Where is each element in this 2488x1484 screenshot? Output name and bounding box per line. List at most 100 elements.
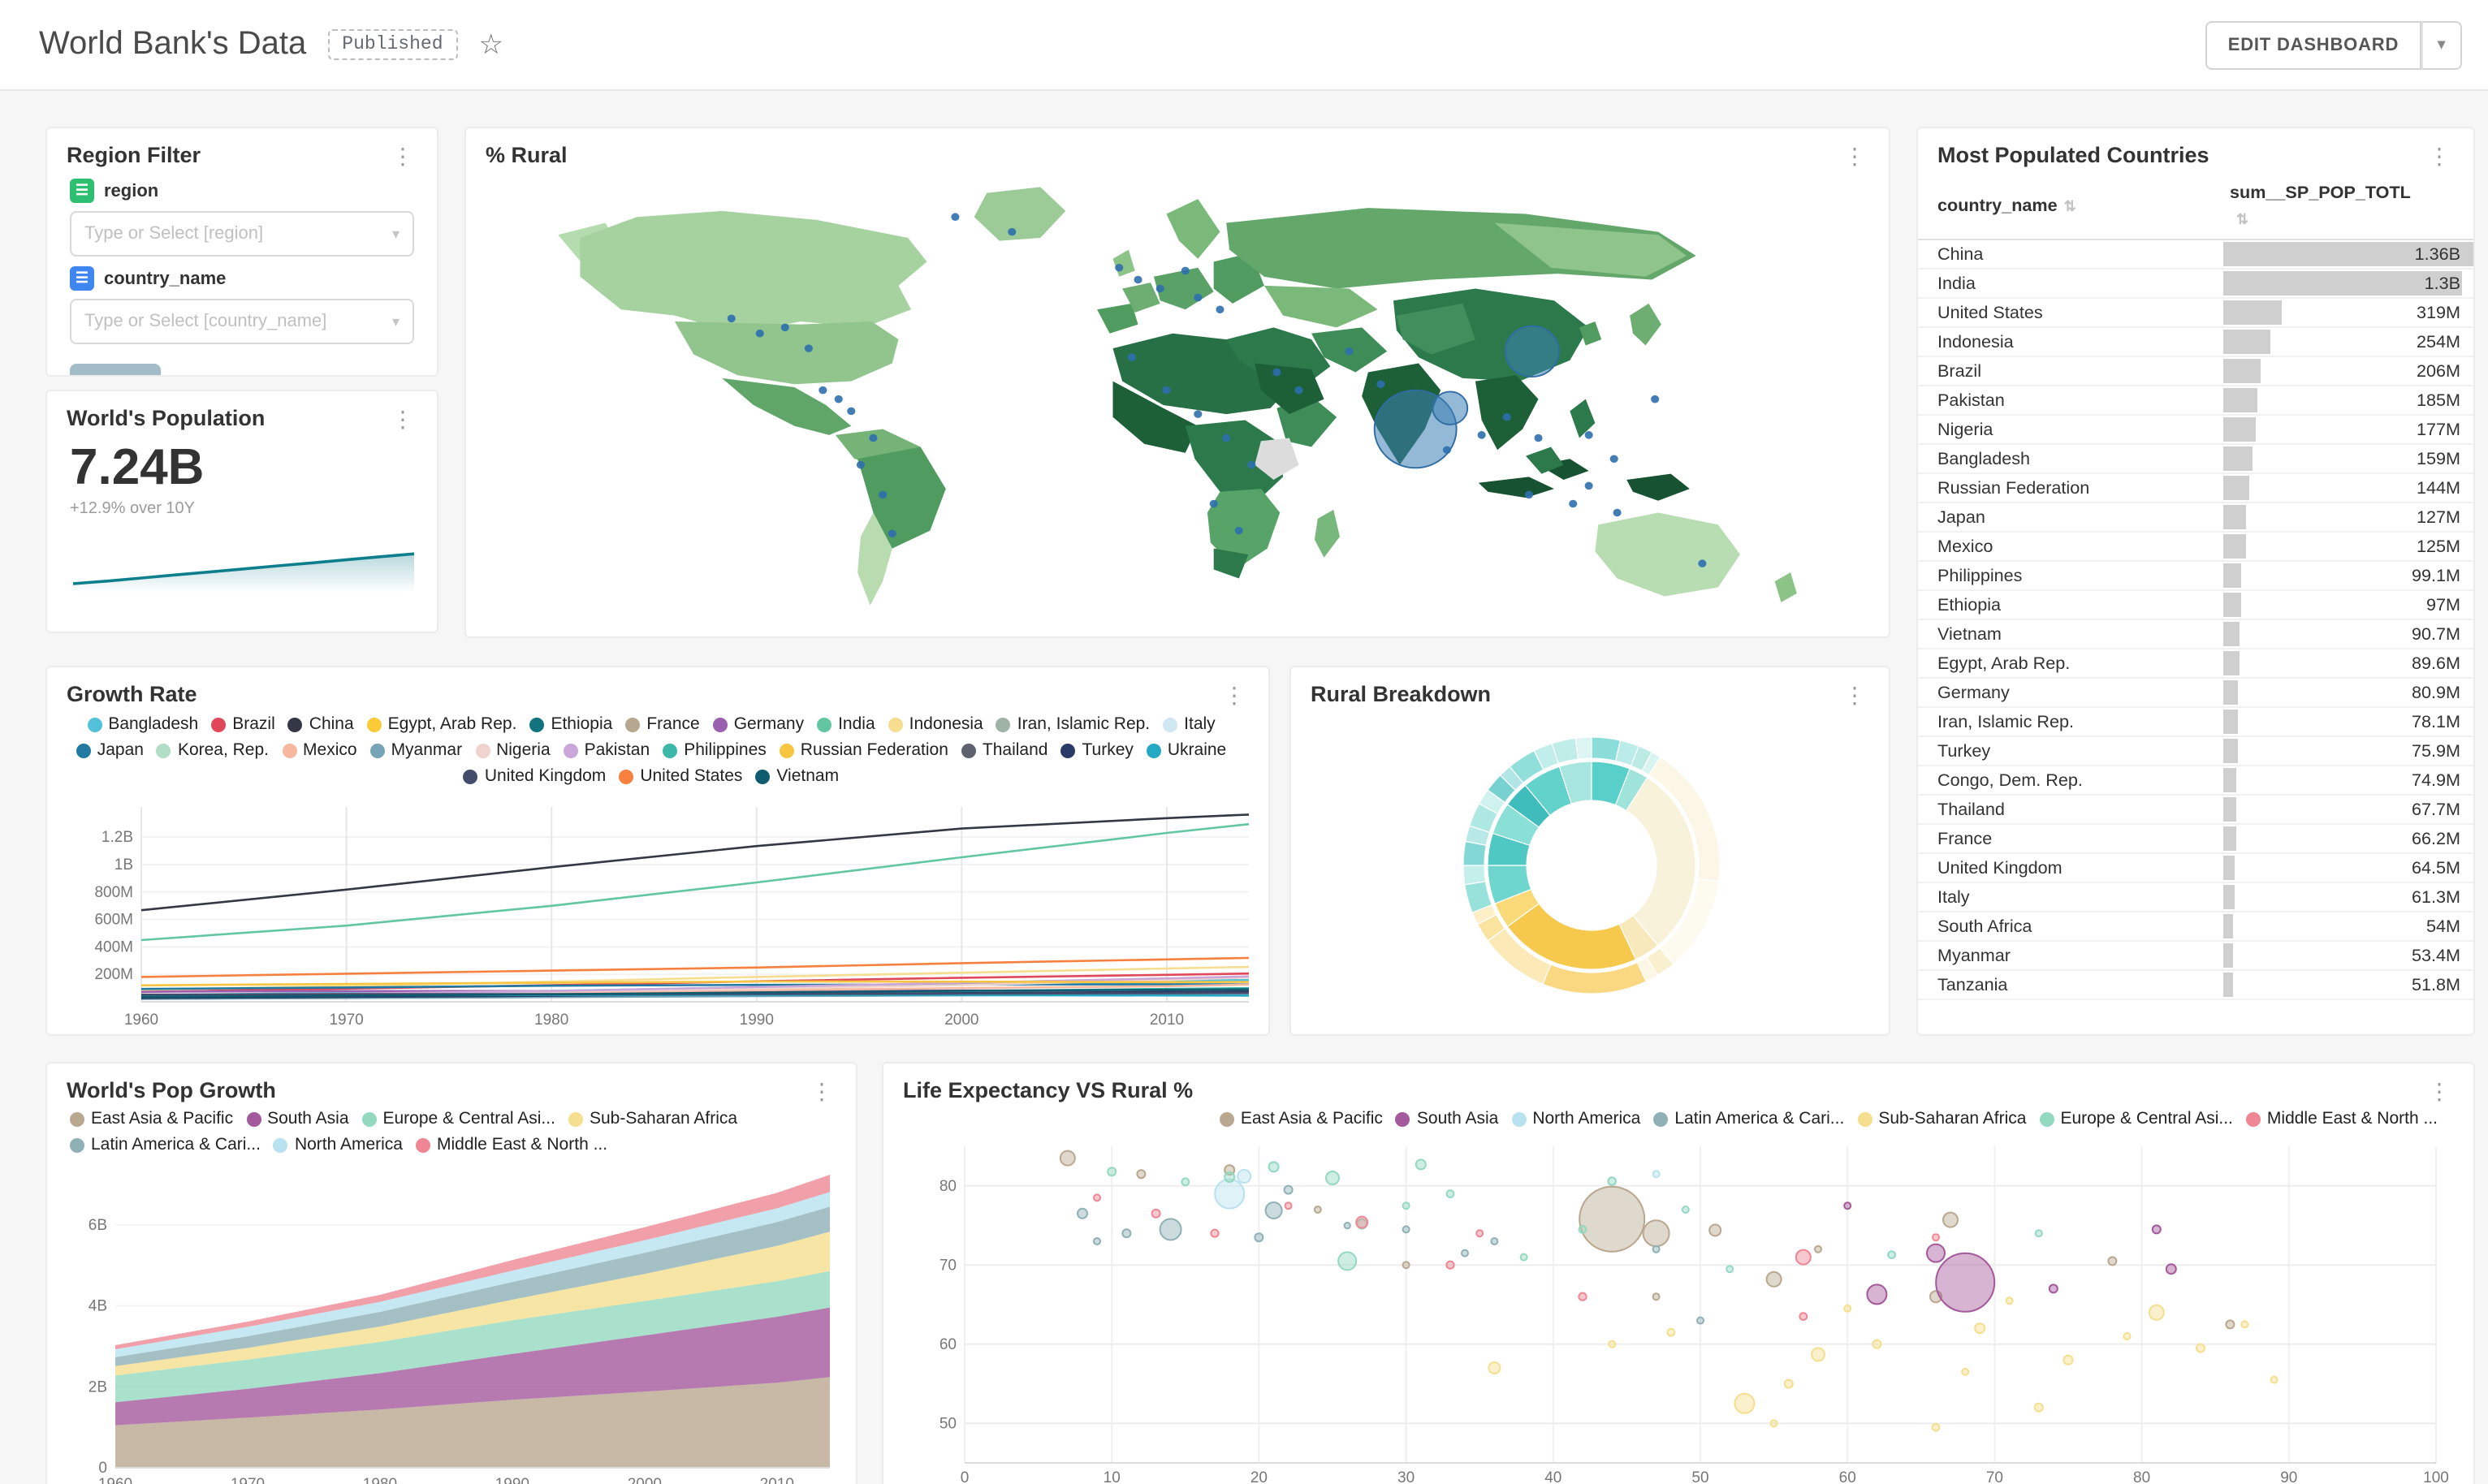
legend-item[interactable]: Indonesia [888,713,983,737]
legend-item[interactable]: Vietnam [755,765,839,789]
kebab-menu-icon[interactable]: ⋮ [391,405,414,431]
table-row[interactable]: Congo, Dem. Rep. 74.9M [1918,766,2473,796]
legend-item[interactable]: Middle East & North ... [2245,1107,2438,1132]
population-sparkline-chart[interactable] [70,534,417,596]
table-row[interactable]: Myanmar 53.4M [1918,941,2473,971]
legend-item[interactable]: Ukraine [1146,739,1226,763]
legend-item[interactable]: Philippines [663,739,767,763]
region-select[interactable]: Type or Select [region] ▾ [70,211,414,257]
legend-dot-icon [2245,1112,2261,1127]
table-row[interactable]: Vietnam 90.7M [1918,619,2473,649]
legend-item[interactable]: South Asia [246,1107,349,1132]
table-row[interactable]: Thailand 67.7M [1918,795,2473,825]
legend-item[interactable]: Korea, Rep. [156,739,269,763]
legend-item[interactable]: Iran, Islamic Rep. [996,713,1150,737]
table-row[interactable]: Egypt, Arab Rep. 89.6M [1918,649,2473,679]
legend-item[interactable]: India [817,713,875,737]
legend-item[interactable]: East Asia & Pacific [1219,1107,1383,1132]
value-bar [2223,943,2233,968]
legend-item[interactable]: Sub-Saharan Africa [568,1107,737,1132]
legend-item[interactable]: Europe & Central Asi... [361,1107,555,1132]
legend-item[interactable]: Myanmar [369,739,462,763]
table-row[interactable]: Philippines 99.1M [1918,561,2473,591]
legend-item[interactable]: China [287,713,354,737]
table-row[interactable]: Turkey 75.9M [1918,736,2473,766]
svg-text:400M: 400M [94,938,133,956]
legend-item[interactable]: Europe & Central Asi... [2039,1107,2233,1132]
legend-item[interactable]: Latin America & Cari... [1653,1107,1844,1132]
legend-item[interactable]: Turkey [1060,739,1134,763]
country-name-cell: Mexico [1918,532,2223,562]
kebab-menu-icon[interactable]: ⋮ [810,1077,833,1103]
kebab-menu-icon[interactable]: ⋮ [1223,681,1246,707]
growth-rate-line-chart[interactable]: 200M 400M 600M 800M 1B 1.2B 1960 1970 1980 1990 20… [60,794,1259,1034]
legend-item[interactable]: Russian Federation [779,739,948,763]
legend-item[interactable]: United States [619,765,742,789]
kebab-menu-icon[interactable]: ⋮ [2428,1077,2451,1103]
top-header-bar: World Bank's Data Published ☆ EDIT DASHB… [0,0,2488,91]
value-bar [2223,885,2235,909]
legend-item[interactable]: Brazil [211,713,275,737]
legend-item[interactable]: Pakistan [563,739,650,763]
rural-breakdown-donut-chart[interactable] [1311,711,1872,1020]
table-row[interactable]: Brazil 206M [1918,356,2473,386]
edit-dashboard-button[interactable]: EDIT DASHBOARD [2205,20,2422,69]
legend-item[interactable]: East Asia & Pacific [70,1107,233,1132]
legend-item[interactable]: Nigeria [475,739,551,763]
legend-item[interactable]: Germany [712,713,804,737]
column-header-sum-pop[interactable]: sum__SP_POP_TOTL ⇅ [2223,172,2473,240]
apply-button[interactable]: APPLY [70,364,162,375]
table-row[interactable]: Bangladesh 159M [1918,444,2473,474]
table-row[interactable]: Germany 80.9M [1918,678,2473,708]
table-row[interactable]: South Africa 54M [1918,912,2473,942]
population-value-cell: 75.9M [2223,736,2473,766]
table-row[interactable]: India 1.3B [1918,269,2473,299]
table-row[interactable]: Iran, Islamic Rep. 78.1M [1918,707,2473,737]
table-row[interactable]: United States 319M [1918,298,2473,328]
legend-item[interactable]: Ethiopia [529,713,612,737]
column-header-country-name[interactable]: country_name ⇅ [1918,172,2223,240]
published-badge[interactable]: Published [327,29,458,60]
value-bar [2223,856,2235,880]
legend-item[interactable]: Italy [1163,713,1216,737]
table-row[interactable]: Japan 127M [1918,503,2473,533]
legend-item[interactable]: Egypt, Arab Rep. [366,713,516,737]
table-row[interactable]: Russian Federation 144M [1918,473,2473,503]
legend-item[interactable]: Latin America & Cari... [70,1133,261,1158]
kebab-menu-icon[interactable]: ⋮ [1843,142,1866,168]
legend-dot-icon [70,1112,84,1127]
table-row[interactable]: Tanzania 51.8M [1918,970,2473,1000]
world-choropleth-map[interactable] [486,172,1872,620]
legend-item[interactable]: Thailand [961,739,1047,763]
favorite-star-icon[interactable]: ☆ [478,29,504,60]
legend-item[interactable]: North America [1511,1107,1640,1132]
table-row[interactable]: Pakistan 185M [1918,386,2473,416]
legend-item[interactable]: United Kingdom [463,765,606,789]
table-row[interactable]: Indonesia 254M [1918,327,2473,357]
life-expectancy-bubble-chart[interactable]: 0 10 20 30 40 50 60 70 80 90 100 50 60 70 80 [906,1137,2449,1484]
table-row[interactable]: Nigeria 177M [1918,415,2473,445]
table-row[interactable]: France 66.2M [1918,824,2473,854]
legend-item[interactable]: France [625,713,700,737]
legend-item[interactable]: Bangladesh [87,713,198,737]
legend-item[interactable]: Middle East & North ... [416,1133,607,1158]
legend-dot-icon [273,1138,288,1153]
kebab-menu-icon[interactable]: ⋮ [1843,681,1866,707]
table-row[interactable]: Ethiopia 97M [1918,590,2473,620]
card-title: Region Filter [67,143,201,167]
legend-item[interactable]: North America [273,1133,403,1158]
legend-item[interactable]: Japan [76,739,144,763]
legend-item[interactable]: Mexico [282,739,357,763]
country-name-select[interactable]: Type or Select [country_name] ▾ [70,299,414,344]
edit-dashboard-caret-button[interactable]: ▾ [2421,20,2462,69]
pop-growth-stacked-area-chart[interactable]: 0 2B 4B 6B 1960 1970 1980 1990 2000 2010 [60,1163,846,1484]
table-row[interactable]: Italy 61.3M [1918,882,2473,912]
legend-item[interactable]: South Asia [1395,1107,1498,1132]
kebab-menu-icon[interactable]: ⋮ [2428,142,2451,168]
table-row[interactable]: United Kingdom 64.5M [1918,853,2473,883]
legend-item[interactable]: Sub-Saharan Africa [1857,1107,2026,1132]
table-row[interactable]: China 1.36B [1918,239,2473,270]
kebab-menu-icon[interactable]: ⋮ [391,142,414,168]
table-row[interactable]: Mexico 125M [1918,532,2473,562]
